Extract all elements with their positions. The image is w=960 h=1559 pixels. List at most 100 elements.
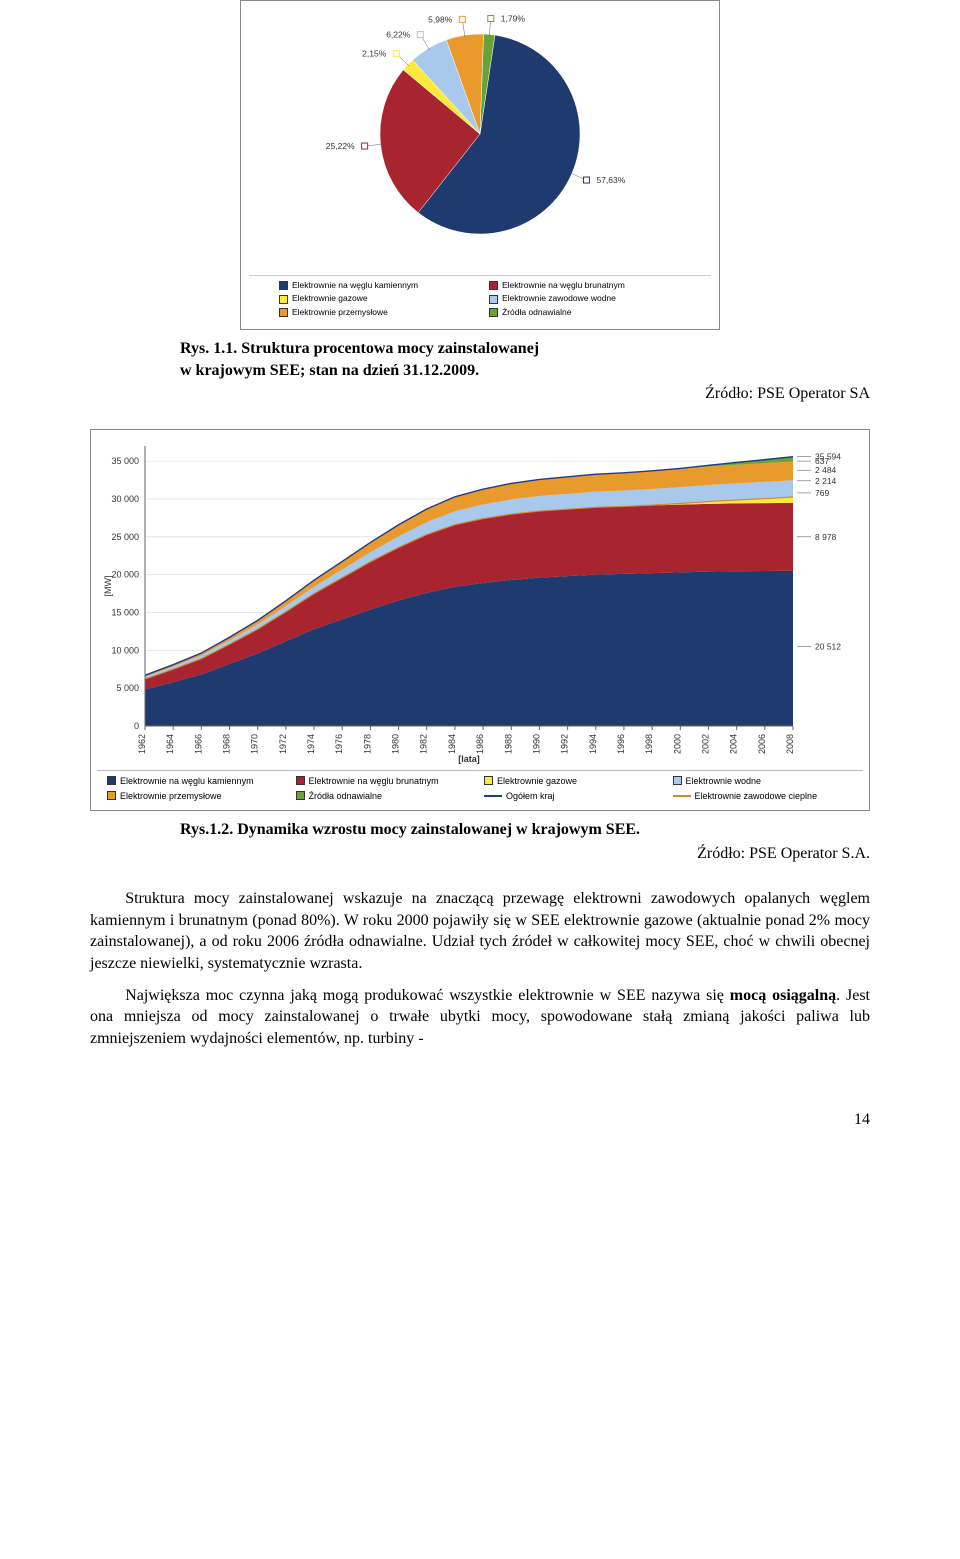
svg-text:57,63%: 57,63% xyxy=(596,175,625,185)
legend-text: Elektrownie przemysłowe xyxy=(292,307,388,318)
legend-text: Ogółem kraj xyxy=(506,790,555,802)
svg-text:2000: 2000 xyxy=(672,734,682,754)
legend-marker xyxy=(296,791,305,800)
legend-item: Elektrownie gazowe xyxy=(484,775,665,787)
svg-text:2008: 2008 xyxy=(785,734,795,754)
legend-item: Elektrownie na węglu kamiennym xyxy=(107,775,288,787)
svg-text:1990: 1990 xyxy=(531,734,541,754)
legend-marker xyxy=(673,776,682,785)
legend-swatch xyxy=(279,308,288,317)
page-number: 14 xyxy=(90,1109,870,1131)
area-svg: 0 5 000 10 000 15 000 20 000 25 000 30 000 35 0… xyxy=(97,436,863,766)
svg-text:[lata]: [lata] xyxy=(458,754,480,764)
svg-text:25 000: 25 000 xyxy=(111,532,139,542)
paragraph-2: Największa moc czynna jaką mogą produkow… xyxy=(90,985,870,1050)
legend-marker xyxy=(107,791,116,800)
legend-text: Elektrownie na węglu brunatnym xyxy=(309,775,439,787)
svg-text:15 000: 15 000 xyxy=(111,607,139,617)
svg-text:30 000: 30 000 xyxy=(111,494,139,504)
caption-1: Rys. 1.1. Struktura procentowa mocy zain… xyxy=(180,338,780,381)
legend-item: Elektrownie na węglu kamiennym xyxy=(279,280,471,291)
legend-swatch xyxy=(489,281,498,290)
legend-item: Ogółem kraj xyxy=(484,790,665,802)
legend-swatch xyxy=(279,281,288,290)
svg-text:35 000: 35 000 xyxy=(111,456,139,466)
caption-1-line1: Rys. 1.1. Struktura procentowa mocy zain… xyxy=(180,340,539,357)
svg-text:1984: 1984 xyxy=(447,734,457,754)
svg-text:1980: 1980 xyxy=(391,734,401,754)
svg-text:0: 0 xyxy=(134,721,139,731)
legend-item: Elektrownie zawodowe wodne xyxy=(489,293,681,304)
legend-text: Elektrownie gazowe xyxy=(292,293,368,304)
svg-text:1966: 1966 xyxy=(193,734,203,754)
svg-text:769: 769 xyxy=(815,488,829,498)
legend-marker xyxy=(296,776,305,785)
svg-text:1970: 1970 xyxy=(250,734,260,754)
svg-text:25,22%: 25,22% xyxy=(326,141,355,151)
source-2: Źródło: PSE Operator S.A. xyxy=(90,843,870,865)
legend-text: Źródła odnawialne xyxy=(309,790,383,802)
legend-text: Elektrownie zawodowe wodne xyxy=(502,293,616,304)
legend-text: Elektrownie zawodowe cieplne xyxy=(695,790,818,802)
legend-item: Elektrownie na węglu brunatnym xyxy=(296,775,477,787)
svg-text:1974: 1974 xyxy=(306,734,316,754)
svg-text:2006: 2006 xyxy=(757,734,767,754)
para2-bold: mocą osiągalną xyxy=(730,987,836,1004)
area-chart: 0 5 000 10 000 15 000 20 000 25 000 30 000 35 0… xyxy=(90,429,870,811)
pie-chart: 57,63%25,22%2,15%6,22%5,98%1,79% Elektro… xyxy=(240,0,720,330)
svg-text:8 978: 8 978 xyxy=(815,532,837,542)
para2-pre: Największa moc czynna jaką mogą produkow… xyxy=(125,987,730,1004)
pie-svg: 57,63%25,22%2,15%6,22%5,98%1,79% xyxy=(250,9,710,269)
legend-marker xyxy=(673,795,691,797)
svg-text:2,15%: 2,15% xyxy=(362,49,387,59)
svg-text:1972: 1972 xyxy=(278,734,288,754)
svg-text:[MW]: [MW] xyxy=(103,575,113,596)
svg-text:1992: 1992 xyxy=(560,734,570,754)
caption-2: Rys.1.2. Dynamika wzrostu mocy zainstalo… xyxy=(180,819,780,841)
svg-text:1996: 1996 xyxy=(616,734,626,754)
paragraph-1: Struktura mocy zainstalowanej wskazuje n… xyxy=(90,888,870,974)
svg-text:2002: 2002 xyxy=(700,734,710,754)
legend-item: Elektrownie przemysłowe xyxy=(279,307,471,318)
legend-text: Elektrownie wodne xyxy=(686,775,762,787)
svg-text:1998: 1998 xyxy=(644,734,654,754)
svg-text:1986: 1986 xyxy=(475,734,485,754)
legend-marker xyxy=(484,795,502,797)
svg-text:1994: 1994 xyxy=(588,734,598,754)
legend-swatch xyxy=(489,295,498,304)
legend-text: Źródła odnawialne xyxy=(502,307,571,318)
pie-legend: Elektrownie na węglu kamiennym Elektrowni… xyxy=(249,275,711,320)
caption-1-line2: w krajowym SEE; stan na dzień 31.12.2009… xyxy=(180,362,479,379)
legend-item: Elektrownie na węglu brunatnym xyxy=(489,280,681,291)
legend-text: Elektrownie przemysłowe xyxy=(120,790,222,802)
svg-text:1978: 1978 xyxy=(362,734,372,754)
svg-text:1982: 1982 xyxy=(419,734,429,754)
svg-text:1976: 1976 xyxy=(334,734,344,754)
svg-text:2004: 2004 xyxy=(729,734,739,754)
source-1: Źródło: PSE Operator SA xyxy=(90,383,870,405)
svg-text:1962: 1962 xyxy=(137,734,147,754)
legend-text: Elektrownie na węglu kamiennym xyxy=(292,280,418,291)
legend-item: Elektrownie wodne xyxy=(673,775,854,787)
svg-text:5 000: 5 000 xyxy=(116,683,139,693)
legend-marker xyxy=(107,776,116,785)
legend-text: Elektrownie na węglu brunatnym xyxy=(502,280,625,291)
svg-text:20 000: 20 000 xyxy=(111,569,139,579)
legend-item: Elektrownie zawodowe cieplne xyxy=(673,790,854,802)
svg-text:10 000: 10 000 xyxy=(111,645,139,655)
legend-item: Elektrownie przemysłowe xyxy=(107,790,288,802)
legend-marker xyxy=(484,776,493,785)
legend-text: Elektrownie na węglu kamiennym xyxy=(120,775,254,787)
legend-item: Elektrownie gazowe xyxy=(279,293,471,304)
svg-text:1968: 1968 xyxy=(222,734,232,754)
legend-item: Źródła odnawialne xyxy=(489,307,681,318)
svg-text:6,22%: 6,22% xyxy=(386,30,411,40)
svg-text:20 512: 20 512 xyxy=(815,641,841,651)
legend-swatch xyxy=(279,295,288,304)
legend-text: Elektrownie gazowe xyxy=(497,775,577,787)
svg-text:1964: 1964 xyxy=(165,734,175,754)
legend-swatch xyxy=(489,308,498,317)
svg-text:1988: 1988 xyxy=(503,734,513,754)
svg-text:5,98%: 5,98% xyxy=(428,14,453,24)
svg-text:2 484: 2 484 xyxy=(815,465,837,475)
